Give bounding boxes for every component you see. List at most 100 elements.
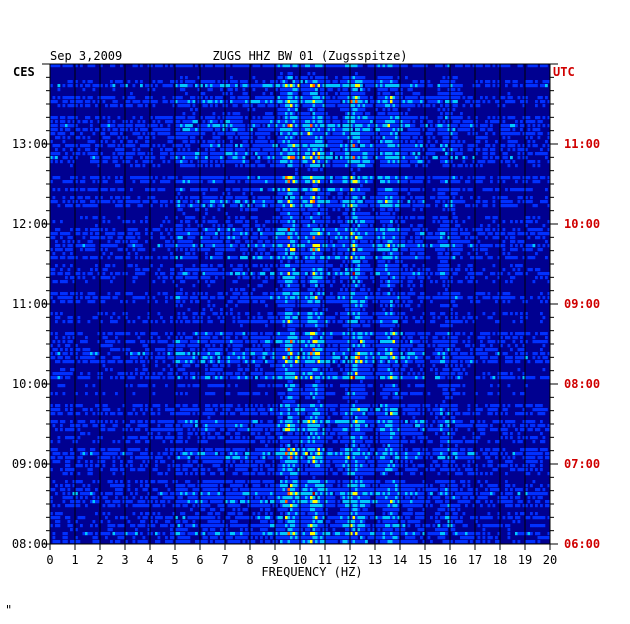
spectrogram-cell xyxy=(210,176,213,180)
spectrogram-cell xyxy=(182,200,186,204)
spectrogram-cell xyxy=(467,96,471,100)
spectrogram-cell xyxy=(367,132,371,136)
spectrogram-cell xyxy=(310,116,313,120)
spectrogram-cell xyxy=(275,84,278,88)
spectrogram-cell xyxy=(90,256,93,260)
spectrogram-cell xyxy=(382,104,386,108)
spectrogram-cell xyxy=(267,244,271,248)
spectrogram-cell xyxy=(360,152,363,156)
spectrogram-cell xyxy=(345,132,348,136)
spectrogram-cell xyxy=(415,132,418,136)
spectrogram-cell xyxy=(370,132,373,136)
spectrogram-cell xyxy=(297,228,301,232)
spectrogram-cell xyxy=(355,140,358,144)
spectrogram-cell xyxy=(197,96,201,100)
spectrogram-cell xyxy=(382,148,386,152)
spectrogram-cell xyxy=(92,244,96,248)
spectrogram-cell xyxy=(490,124,493,128)
spectrogram-cell xyxy=(255,160,258,164)
spectrogram-cell xyxy=(212,216,216,220)
spectrogram-cell xyxy=(415,80,418,84)
spectrogram-cell xyxy=(467,148,471,152)
spectrogram-cell xyxy=(282,64,286,68)
spectrogram-cell xyxy=(140,180,143,184)
spectrogram-cell xyxy=(100,196,103,200)
spectrogram-cell xyxy=(255,188,258,192)
spectrogram-cell xyxy=(547,180,551,184)
spectrogram-cell xyxy=(192,204,196,208)
spectrogram-cell xyxy=(237,176,241,180)
spectrogram-cell xyxy=(312,144,316,148)
spectrogram-cell xyxy=(175,84,178,88)
spectrogram-cell xyxy=(537,180,541,184)
spectrogram-cell xyxy=(292,96,296,100)
spectrogram-cell xyxy=(265,64,268,68)
spectrogram-cell xyxy=(312,236,316,240)
spectrogram-cell xyxy=(67,180,71,184)
spectrogram-cell xyxy=(250,128,253,132)
spectrogram-cell xyxy=(117,236,121,240)
spectrogram-cell xyxy=(97,160,101,164)
spectrogram-cell xyxy=(192,100,196,104)
spectrogram-cell xyxy=(262,152,266,156)
spectrogram-cell xyxy=(197,200,201,204)
spectrogram-cell xyxy=(347,236,351,240)
spectrogram-cell xyxy=(307,144,311,148)
spectrogram-cell xyxy=(312,124,316,128)
spectrogram-cell xyxy=(300,176,303,180)
spectrogram-cell xyxy=(375,128,378,132)
spectrogram-cell xyxy=(217,224,221,228)
spectrogram-cell xyxy=(97,120,101,124)
spectrogram-cell xyxy=(350,80,353,84)
spectrogram-cell xyxy=(357,76,361,80)
spectrogram-cell xyxy=(210,200,213,204)
spectrogram-cell xyxy=(82,128,86,132)
spectrogram-cell xyxy=(360,132,363,136)
spectrogram-cell xyxy=(232,124,236,128)
spectrogram-cell xyxy=(482,204,486,208)
spectrogram-cell xyxy=(92,180,96,184)
spectrogram-cell xyxy=(280,176,283,180)
spectrogram-cell xyxy=(372,160,376,164)
spectrogram-cell xyxy=(267,252,271,256)
spectrogram-cell xyxy=(542,200,546,204)
spectrogram-cell xyxy=(142,152,146,156)
spectrogram-cell xyxy=(500,232,503,236)
spectrogram-cell xyxy=(515,84,518,88)
spectrogram-cell xyxy=(85,228,88,232)
spectrogram-cell xyxy=(52,236,56,240)
spectrogram-cell xyxy=(200,240,203,244)
spectrogram-cell xyxy=(437,88,441,92)
spectrogram-cell xyxy=(527,128,531,132)
spectrogram-cell xyxy=(52,156,56,160)
spectrogram-cell xyxy=(420,216,423,220)
spectrogram-cell xyxy=(417,232,421,236)
spectrogram-cell xyxy=(527,132,531,136)
spectrogram-cell xyxy=(122,240,126,244)
spectrogram-cell xyxy=(412,252,416,256)
spectrogram-cell xyxy=(132,236,136,240)
spectrogram-cell xyxy=(392,108,396,112)
spectrogram-cell xyxy=(420,224,423,228)
spectrogram-cell xyxy=(300,120,303,124)
spectrogram-cell xyxy=(235,216,238,220)
spectrogram-cell xyxy=(385,104,388,108)
spectrogram-cell xyxy=(282,112,286,116)
spectrogram-cell xyxy=(182,152,186,156)
spectrogram-cell xyxy=(285,224,288,228)
spectrogram-cell xyxy=(452,212,456,216)
spectrogram-cell xyxy=(507,160,511,164)
spectrogram-cell xyxy=(200,144,203,148)
spectrogram-cell xyxy=(147,152,151,156)
spectrogram-cell xyxy=(95,156,98,160)
spectrogram-cell xyxy=(477,228,481,232)
spectrogram-cell xyxy=(287,232,291,236)
spectrogram-cell xyxy=(52,196,56,200)
spectrogram-cell xyxy=(92,228,96,232)
spectrogram-cell xyxy=(395,140,398,144)
spectrogram-cell xyxy=(125,160,128,164)
spectrogram-cell xyxy=(457,88,461,92)
spectrogram-cell xyxy=(252,216,256,220)
spectrogram-cell xyxy=(162,132,166,136)
spectrogram-cell xyxy=(90,228,93,232)
